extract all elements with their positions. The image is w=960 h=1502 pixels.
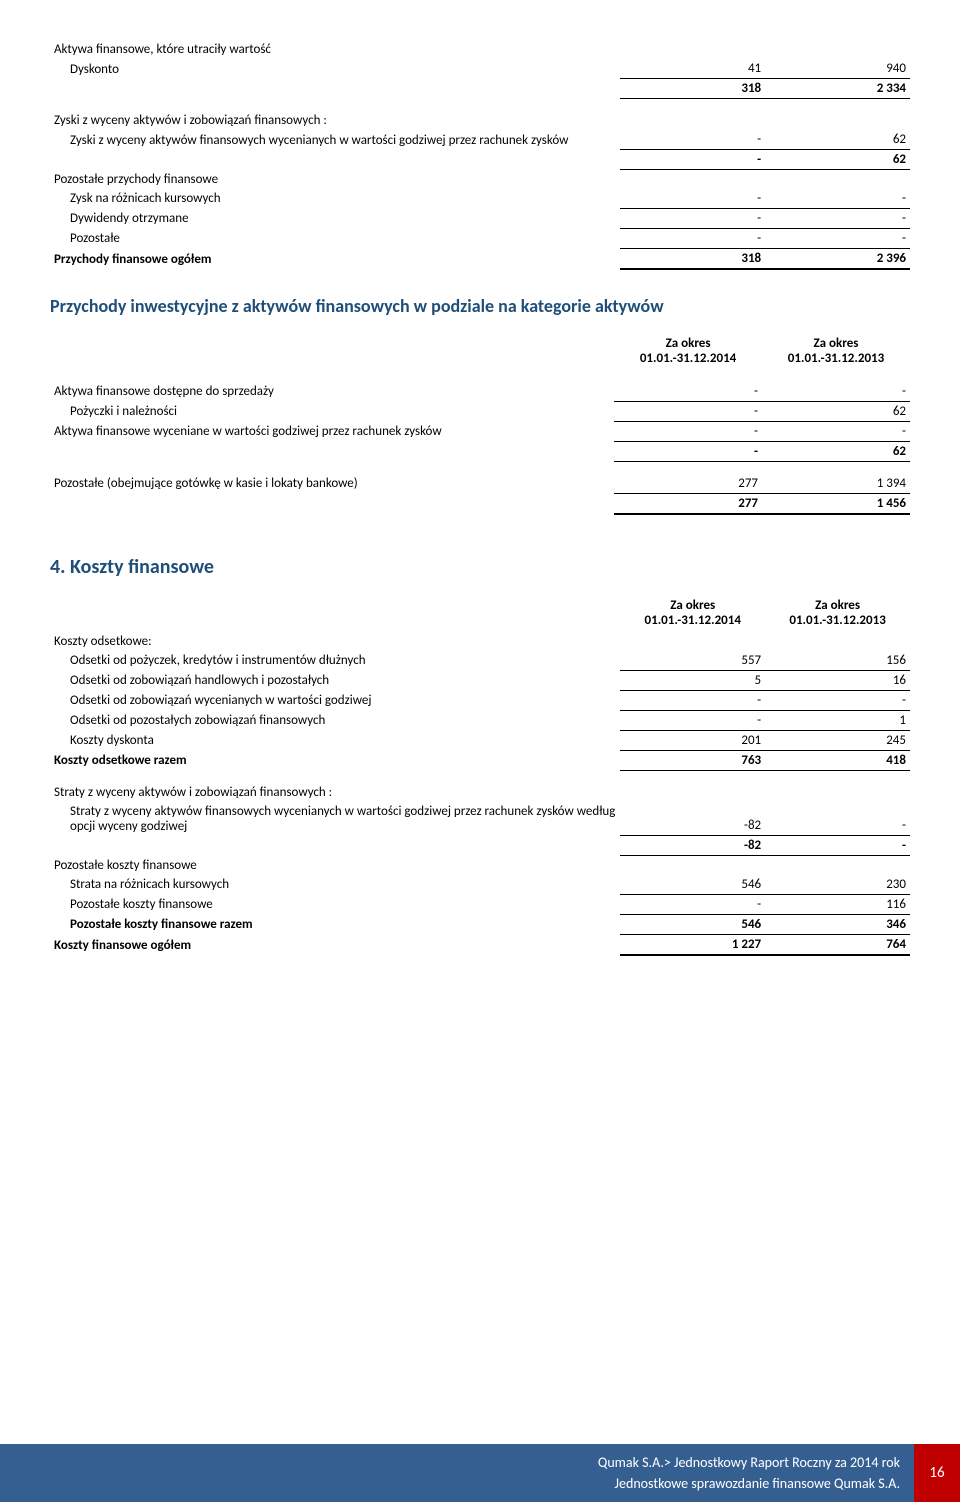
- row-label: Koszty finansowe ogółem: [50, 934, 620, 955]
- row-label: Koszty odsetkowe:: [50, 632, 620, 651]
- cell: -: [620, 228, 765, 248]
- cell: -: [765, 690, 910, 710]
- cell: -: [765, 802, 910, 836]
- cell: 557: [620, 651, 765, 671]
- row-label: Odsetki od pozostałych zobowiązań finans…: [50, 710, 620, 730]
- row-label: Zysk na różnicach kursowych: [50, 189, 620, 209]
- row-label: Straty z wyceny aktywów finansowych wyce…: [50, 802, 620, 836]
- cell: 546: [620, 875, 765, 895]
- row-label: Zyski z wyceny aktywów i zobowiązań fina…: [50, 111, 620, 130]
- cell: 16: [765, 670, 910, 690]
- row-label: Pozostałe koszty finansowe: [50, 856, 620, 875]
- cell: 201: [620, 730, 765, 750]
- row-label: Odsetki od zobowiązań wycenianych w wart…: [50, 690, 620, 710]
- cell: 41: [620, 59, 765, 79]
- page-footer: Qumak S.A.> Jednostkowy Raport Roczny za…: [0, 1444, 960, 1502]
- cell: -: [765, 836, 910, 856]
- cell: -: [620, 130, 765, 150]
- col-header: Za okres: [815, 598, 860, 613]
- cell: 5: [620, 670, 765, 690]
- col-header: Za okres: [670, 598, 715, 613]
- cell: 230: [765, 875, 910, 895]
- cell: -: [620, 150, 765, 170]
- cell: 546: [620, 914, 765, 934]
- cell: 2 334: [765, 79, 910, 99]
- row-label: Aktywa finansowe, które utraciły wartość: [50, 40, 620, 59]
- cell: -: [620, 189, 765, 209]
- cell: 116: [765, 894, 910, 914]
- cell: 62: [765, 130, 910, 150]
- table-investment-income: Za okres01.01.-31.12.2014 Za okres01.01.…: [50, 332, 910, 515]
- row-label: Odsetki od pożyczek, kredytów i instrume…: [50, 651, 620, 671]
- cell: -: [762, 382, 910, 402]
- cell: 1 227: [620, 934, 765, 955]
- row-label: Pozostałe koszty finansowe: [50, 894, 620, 914]
- section-title: 4. Koszty finansowe: [50, 555, 910, 579]
- cell: -: [620, 208, 765, 228]
- row-label: Dyskonto: [50, 59, 620, 79]
- cell: 1: [765, 710, 910, 730]
- cell: -: [614, 441, 762, 461]
- row-label: Strata na różnicach kursowych: [50, 875, 620, 895]
- cell: 940: [765, 59, 910, 79]
- table-financial-costs: Za okres01.01.-31.12.2014 Za okres01.01.…: [50, 594, 910, 956]
- cell: 418: [765, 750, 910, 770]
- row-label: Odsetki od zobowiązań handlowych i pozos…: [50, 670, 620, 690]
- cell: 62: [762, 401, 910, 421]
- cell: 1 456: [762, 493, 910, 514]
- cell: 763: [620, 750, 765, 770]
- cell: 156: [765, 651, 910, 671]
- col-subheader: 01.01.-31.12.2013: [789, 613, 885, 628]
- cell: 318: [620, 248, 765, 269]
- cell: -: [620, 894, 765, 914]
- col-subheader: 01.01.-31.12.2014: [640, 351, 736, 366]
- row-label: Aktywa finansowe wyceniane w wartości go…: [50, 421, 614, 441]
- cell: -: [765, 189, 910, 209]
- cell: -82: [620, 802, 765, 836]
- row-label: Koszty dyskonta: [50, 730, 620, 750]
- col-subheader: 01.01.-31.12.2014: [645, 613, 741, 628]
- row-label: Dywidendy otrzymane: [50, 208, 620, 228]
- cell: -: [765, 228, 910, 248]
- page-number: 16: [914, 1444, 960, 1502]
- row-label: Pozostałe przychody finansowe: [50, 170, 620, 189]
- row-label: Straty z wyceny aktywów i zobowiązań fin…: [50, 783, 620, 802]
- cell: -: [620, 710, 765, 730]
- row-label: Koszty odsetkowe razem: [50, 750, 620, 770]
- cell: -82: [620, 836, 765, 856]
- cell: 62: [762, 441, 910, 461]
- cell: 346: [765, 914, 910, 934]
- cell: 2 396: [765, 248, 910, 269]
- cell: -: [620, 690, 765, 710]
- cell: -: [762, 421, 910, 441]
- col-header: Za okres: [666, 336, 711, 351]
- col-header: Za okres: [814, 336, 859, 351]
- cell: 62: [765, 150, 910, 170]
- row-label: Aktywa finansowe dostępne do sprzedaży: [50, 382, 614, 402]
- cell: -: [614, 401, 762, 421]
- cell: 1 394: [762, 474, 910, 494]
- table-financial-income: Aktywa finansowe, które utraciły wartość…: [50, 40, 910, 270]
- cell: 318: [620, 79, 765, 99]
- row-label: Zyski z wyceny aktywów finansowych wycen…: [50, 130, 620, 150]
- footer-line1: Qumak S.A.> Jednostkowy Raport Roczny za…: [598, 1454, 900, 1471]
- cell: 245: [765, 730, 910, 750]
- cell: -: [765, 208, 910, 228]
- row-label: Przychody finansowe ogółem: [50, 248, 620, 269]
- row-label: Pozostałe (obejmujące gotówkę w kasie i …: [50, 474, 614, 494]
- col-subheader: 01.01.-31.12.2013: [788, 351, 884, 366]
- row-label: Pożyczki i należności: [50, 401, 614, 421]
- footer-line2: Jednostkowe sprawozdanie finansowe Qumak…: [615, 1475, 900, 1492]
- row-label: Pozostałe koszty finansowe razem: [50, 914, 620, 934]
- section-title: Przychody inwestycyjne z aktywów finanso…: [50, 295, 910, 317]
- cell: 277: [614, 493, 762, 514]
- cell: 764: [765, 934, 910, 955]
- cell: 277: [614, 474, 762, 494]
- cell: -: [614, 421, 762, 441]
- cell: -: [614, 382, 762, 402]
- row-label: Pozostałe: [50, 228, 620, 248]
